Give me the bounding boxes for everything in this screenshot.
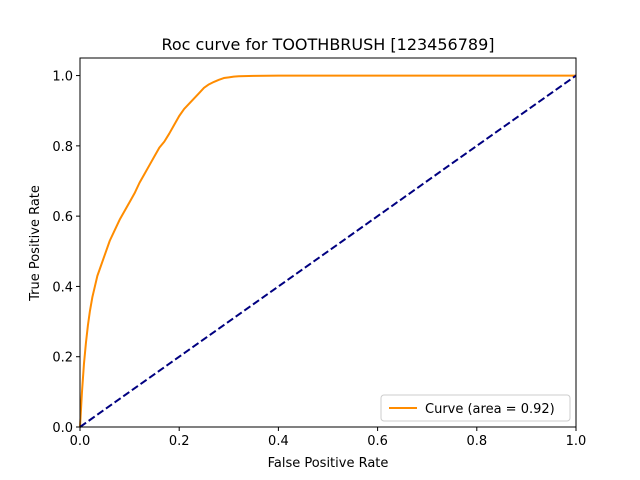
diagonal-reference-line (79, 74, 577, 428)
x-tick-label: 0.8 (466, 434, 487, 449)
legend-label: Curve (area = 0.92) (425, 402, 555, 417)
x-tick-label: 0.2 (169, 434, 190, 449)
y-tick-label: 0.6 (52, 210, 73, 225)
y-tick-label: 0.0 (52, 421, 73, 436)
x-tick-label: 0.4 (268, 434, 289, 449)
y-tick-label: 0.2 (52, 351, 73, 366)
plot-area: 0.0 0.2 0.4 0.6 0.8 1.0 0.0 0.2 0.4 0.6 0.8 1.0 Curv… (52, 57, 587, 449)
axes-frame (79, 57, 577, 428)
y-tick-label: 0.8 (52, 140, 73, 155)
x-tick-label: 1.0 (566, 434, 587, 449)
y-axis-label: True Positive Rate (28, 185, 43, 302)
x-tick-label: 0.0 (70, 434, 91, 449)
chart-title: Roc curve for TOOTHBRUSH [123456789] (161, 35, 494, 54)
roc-curve-line (79, 74, 576, 428)
x-axis-label: False Positive Rate (268, 456, 389, 471)
legend-box (380, 394, 571, 422)
x-tick-label: 0.6 (367, 434, 388, 449)
y-tick-label: 0.4 (52, 280, 73, 295)
y-tick-label: 1.0 (52, 70, 73, 85)
